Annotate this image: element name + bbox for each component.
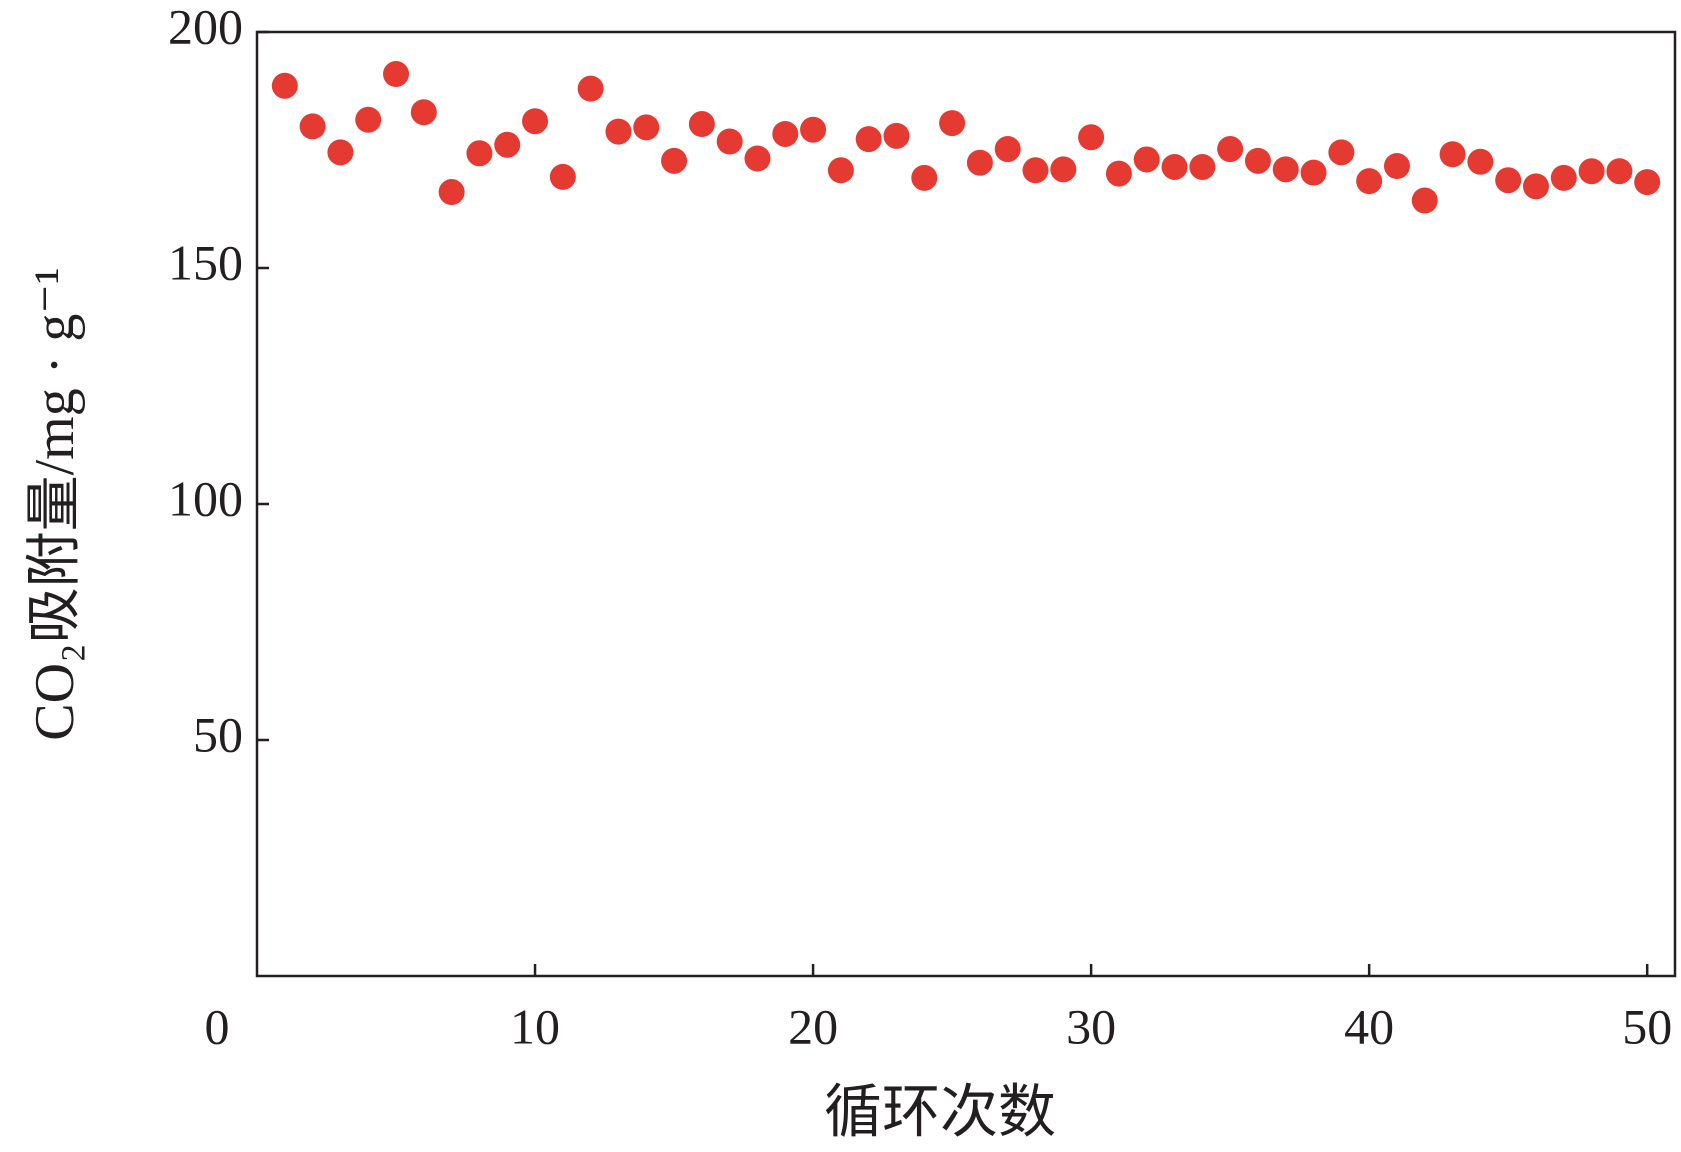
- point: [1300, 159, 1327, 186]
- point: [466, 140, 493, 167]
- point: [299, 113, 326, 140]
- point: [1244, 147, 1271, 174]
- point: [1189, 153, 1216, 180]
- point: [438, 179, 465, 206]
- point: [994, 136, 1021, 163]
- point: [1522, 173, 1549, 200]
- point: [577, 75, 604, 102]
- x-tick-label: 0: [205, 998, 230, 1054]
- plot-frame: [255, 30, 1677, 978]
- point: [1133, 146, 1160, 173]
- point: [1411, 187, 1438, 214]
- point: [1439, 141, 1466, 168]
- point: [1161, 153, 1188, 180]
- point: [688, 111, 715, 138]
- point: [355, 106, 382, 133]
- point: [1606, 158, 1633, 185]
- point: [716, 128, 743, 155]
- point: [1578, 158, 1605, 185]
- point: [1050, 156, 1077, 183]
- point: [383, 61, 410, 88]
- point: [1078, 124, 1105, 151]
- x-tick-label: 40: [1344, 998, 1394, 1054]
- y-tick-label: 150: [168, 234, 243, 290]
- point: [1328, 139, 1355, 166]
- y-tick-label: 50: [193, 706, 243, 762]
- point: [1105, 160, 1132, 187]
- point: [549, 163, 576, 190]
- point: [605, 118, 632, 145]
- y-tick-label: 100: [168, 470, 243, 526]
- x-tick-label: 50: [1622, 998, 1672, 1054]
- point: [410, 99, 437, 126]
- point: [744, 145, 771, 172]
- point: [1217, 136, 1244, 163]
- point: [911, 164, 938, 191]
- x-tick-label: 10: [510, 998, 560, 1054]
- y-tick-label: 200: [168, 0, 243, 54]
- point: [1022, 157, 1049, 184]
- point: [1383, 153, 1410, 180]
- point: [1634, 169, 1661, 196]
- point: [271, 72, 298, 99]
- x-tick-label: 20: [788, 998, 838, 1054]
- point: [883, 122, 910, 149]
- point: [800, 116, 827, 143]
- y-axis-label: CO₂吸附量/mg · g⁻¹: [24, 267, 86, 740]
- point: [1495, 167, 1522, 194]
- point: [827, 157, 854, 184]
- point: [939, 110, 966, 137]
- point: [522, 108, 549, 135]
- point: [1356, 168, 1383, 195]
- x-tick-label: 30: [1066, 998, 1116, 1054]
- point: [633, 114, 660, 141]
- point: [855, 126, 882, 153]
- point: [1550, 164, 1577, 191]
- point: [494, 131, 521, 158]
- point: [966, 149, 993, 176]
- point: [1272, 156, 1299, 183]
- point: [772, 120, 799, 147]
- x-axis-label: 循环次数: [824, 1079, 1056, 1144]
- point: [327, 139, 354, 166]
- point: [1467, 148, 1494, 175]
- point: [661, 147, 688, 174]
